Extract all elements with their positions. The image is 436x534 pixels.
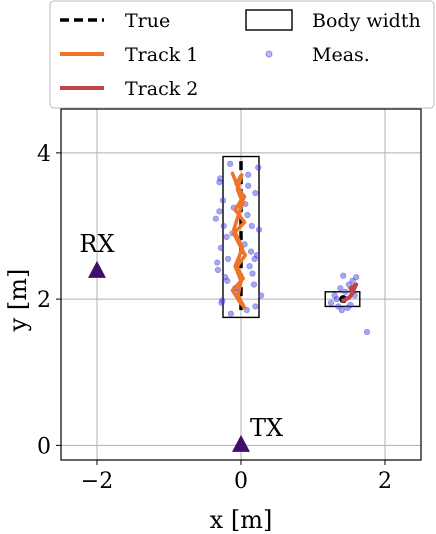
marker-rx-label: RX: [79, 230, 114, 258]
measurement-point: [335, 303, 342, 310]
y-axis-label: y [m]: [4, 269, 32, 333]
measurement-point: [349, 277, 356, 284]
legend-label-track1: Track 1: [125, 44, 198, 66]
marker-tx-triangle: [232, 434, 250, 452]
measurement-point: [252, 303, 259, 310]
legend-label-track2: Track 2: [125, 78, 198, 100]
body-box: [222, 155, 260, 319]
measurement-point: [353, 274, 360, 281]
legend-swatch-body-width: [245, 9, 293, 31]
measurement-point: [258, 292, 265, 299]
measurement-point: [224, 255, 232, 263]
markers: RX TX: [79, 230, 283, 452]
measurement-point: [212, 215, 219, 222]
y-tick-label: 0: [37, 434, 51, 459]
measurement-point: [250, 281, 258, 288]
measurement-point: [216, 208, 223, 215]
measurement-point: [337, 285, 344, 292]
measurement-point: [244, 211, 251, 219]
marker-tx-label: TX: [250, 414, 283, 442]
legend-label-meas: Meas.: [312, 44, 370, 66]
x-axis-label: x [m]: [210, 506, 273, 534]
x-tick-label: 0: [234, 469, 248, 494]
measurement-point: [253, 252, 260, 259]
measurement-point: [217, 175, 224, 182]
track1-line: [230, 171, 248, 310]
legend-label-true: True: [125, 10, 170, 32]
measurement-point: [214, 259, 221, 266]
marker-rx-triangle: [88, 260, 106, 278]
true-path: [239, 160, 348, 311]
measurement-point: [340, 272, 347, 279]
measurement-point: [220, 222, 227, 230]
tracks: [230, 171, 359, 310]
y-tick-label: 2: [37, 288, 51, 313]
measurement-point: [249, 270, 256, 277]
y-tick-label: 4: [37, 142, 51, 167]
measurement-point: [224, 277, 231, 284]
measurement-point: [227, 310, 235, 317]
x-tick-label: 2: [378, 469, 392, 494]
measurement-point: [214, 266, 222, 273]
legend: True Track 1 Track 2 Body width Meas.: [49, 0, 435, 109]
measurement-point: [247, 248, 255, 255]
measurement-point: [333, 296, 340, 303]
legend-swatch-meas: [265, 50, 273, 58]
measurement-point: [248, 222, 255, 230]
measurement-point: [363, 328, 371, 336]
measurement-point: [217, 244, 224, 252]
measurement-point: [245, 182, 252, 189]
measurement-point: [255, 164, 262, 171]
measurement-point: [342, 288, 349, 295]
measurement-point: [327, 299, 335, 306]
ticks: −2 0 2 0 2 4: [37, 142, 392, 494]
measurement-point: [251, 255, 258, 263]
legend-frame: [49, 0, 435, 109]
measurement-point: [227, 160, 234, 167]
legend-label-body-width: Body width: [312, 10, 421, 32]
measurement-point: [222, 274, 229, 281]
measurement-point: [331, 292, 338, 299]
measurement-point: [338, 306, 345, 314]
x-tick-label: −2: [81, 469, 113, 494]
measurement-point: [252, 189, 259, 197]
measurement-point: [347, 301, 354, 309]
measurement-point: [219, 297, 226, 304]
measurement-point: [255, 226, 263, 233]
measurement-point: [245, 171, 252, 178]
measurement-point: [223, 233, 230, 241]
measurement-point: [246, 263, 253, 270]
track2-line: [341, 282, 359, 303]
plot-area: RX TX: [60, 108, 422, 461]
measurement-point: [219, 197, 227, 204]
body-boxes: [222, 155, 361, 319]
